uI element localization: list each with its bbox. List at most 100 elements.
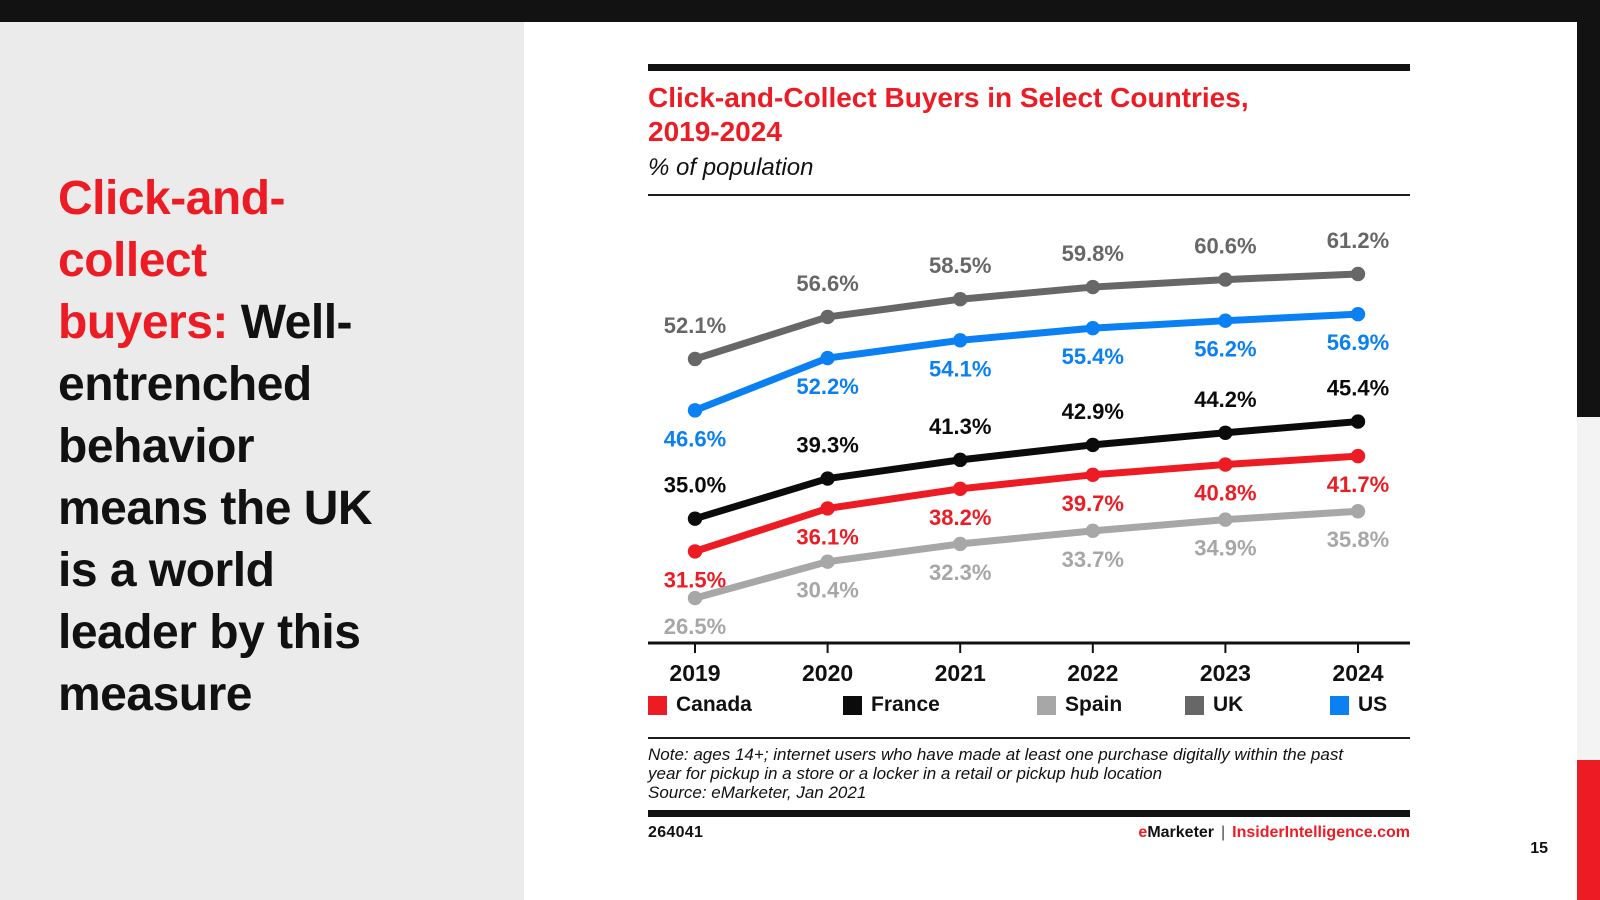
legend-swatch (648, 695, 667, 715)
data-point (1218, 313, 1233, 328)
brand-divider: | (1221, 824, 1226, 841)
chart-bottom-rule (648, 810, 1410, 817)
legend-swatch (1037, 695, 1056, 715)
chart-svg: 2019 2020 2021 2022 2023 202431.5%36.1%38.2%3… (648, 228, 1410, 686)
data-point (820, 471, 835, 486)
data-point (687, 403, 703, 418)
data-label: 56.2% (1194, 337, 1256, 362)
series-canada: 31.5% 36.1% 38.2% 39.7% 40.8% 41.7% (664, 448, 1389, 592)
legend-label: Spain (1065, 693, 1123, 716)
x-axis-label: 2020 (802, 660, 853, 686)
data-point (1085, 467, 1100, 483)
chart-title: Click-and-Collect Buyers in Select Count… (648, 82, 1249, 147)
headline-black-text: Well- entrenched behavior means the UK i… (58, 296, 373, 721)
data-label: 30.4% (796, 578, 858, 603)
brand-line: eMarketer | InsiderIntelligence.com (1138, 824, 1410, 842)
legend-label: France (871, 693, 940, 716)
data-point (687, 511, 703, 526)
data-point (1350, 504, 1366, 519)
x-axis-label: 2021 (935, 660, 986, 686)
series-line (691, 507, 1362, 602)
right-edge-red-strip (1577, 760, 1600, 900)
data-point (1218, 457, 1233, 472)
chart-legend: Canada France Spain UK US (648, 693, 1410, 719)
data-point (820, 501, 835, 516)
series-uk: 52.1% 56.6% 58.5% 59.8% 60.6% 61.2% (664, 228, 1389, 367)
data-point (1218, 512, 1233, 527)
legend-item-us: US (1330, 693, 1387, 717)
series-line (691, 418, 1362, 523)
data-point (1218, 272, 1233, 287)
chart-thin-rule-top (648, 194, 1410, 196)
data-label: 35.0% (664, 473, 726, 498)
data-point (687, 590, 703, 606)
top-black-bar (0, 0, 1600, 22)
x-axis: 2019 2020 2021 2022 2023 2024 (648, 641, 1410, 686)
data-point (1085, 320, 1100, 336)
left-headline-panel: Click-and- collect buyers: Well- entrenc… (0, 22, 524, 900)
series-line (691, 270, 1362, 363)
chart-top-rule (648, 64, 1410, 71)
legend-item-france: France (843, 693, 940, 717)
right-edge-black-strip (1577, 0, 1600, 417)
data-point (820, 309, 835, 325)
data-label: 40.8% (1194, 481, 1256, 506)
brand-site: InsiderIntelligence.com (1232, 824, 1410, 841)
data-label: 58.5% (929, 253, 991, 278)
legend-swatch (843, 695, 862, 715)
data-label: 52.2% (796, 374, 858, 399)
data-point (1350, 266, 1366, 282)
legend-label: UK (1213, 693, 1244, 716)
chart-source: Source: eMarketer, Jan 2021 (648, 783, 867, 802)
legend-swatch (1330, 695, 1349, 715)
data-label: 60.6% (1194, 234, 1256, 259)
data-point (953, 481, 968, 497)
legend-label: US (1358, 693, 1388, 716)
x-axis-label: 2022 (1067, 660, 1118, 686)
data-label: 31.5% (664, 567, 726, 592)
chart-subtitle: % of population (648, 154, 814, 181)
legend-swatch (1185, 695, 1204, 715)
brand-marketer: Marketer (1147, 824, 1215, 841)
data-point (953, 452, 968, 468)
data-label: 56.6% (796, 271, 858, 296)
data-label: 26.5% (664, 614, 726, 639)
series-line (691, 452, 1362, 555)
data-label: 41.7% (1327, 472, 1389, 497)
series-france: 35.0% 39.3% 41.3% 42.9% 44.2% 45.4% (664, 376, 1389, 526)
data-point (1218, 425, 1233, 440)
legend-item-spain: Spain (1037, 693, 1122, 717)
page-number: 15 (1530, 840, 1548, 857)
data-point (687, 544, 703, 559)
data-label: 61.2% (1327, 228, 1389, 253)
data-label: 59.8% (1062, 241, 1124, 266)
headline-red-text: Click-and- collect buyers: (58, 172, 286, 349)
data-label: 38.2% (929, 505, 991, 530)
data-label: 36.1% (796, 524, 858, 549)
data-point (1085, 437, 1100, 453)
data-label: 52.1% (664, 313, 726, 338)
data-label: 44.2% (1194, 387, 1256, 412)
data-point (1350, 448, 1366, 464)
data-point (1350, 306, 1366, 322)
right-edge-gray-strip (1577, 417, 1600, 760)
data-label: 39.7% (1062, 491, 1124, 516)
data-label: 46.6% (664, 426, 726, 451)
data-point (953, 292, 968, 307)
data-label: 55.4% (1062, 344, 1124, 369)
brand-e: e (1138, 824, 1148, 841)
legend-item-uk: UK (1185, 693, 1243, 717)
data-point (953, 536, 968, 552)
data-label: 42.9% (1062, 399, 1124, 424)
data-label: 32.3% (929, 560, 991, 585)
data-label: 56.9% (1327, 330, 1389, 355)
slide-headline: Click-and- collect buyers: Well- entrenc… (0, 22, 524, 726)
data-point (1350, 414, 1366, 429)
data-label: 33.7% (1062, 547, 1124, 572)
x-axis-label: 2024 (1332, 660, 1383, 686)
chart-note: Note: ages 14+; internet users who have … (648, 745, 1344, 783)
chart-id: 264041 (648, 824, 704, 841)
series-spain: 26.5% 30.4% 32.3% 33.7% 34.9% 35.8% (664, 504, 1389, 639)
data-label: 41.3% (929, 414, 991, 439)
data-point (820, 350, 835, 366)
